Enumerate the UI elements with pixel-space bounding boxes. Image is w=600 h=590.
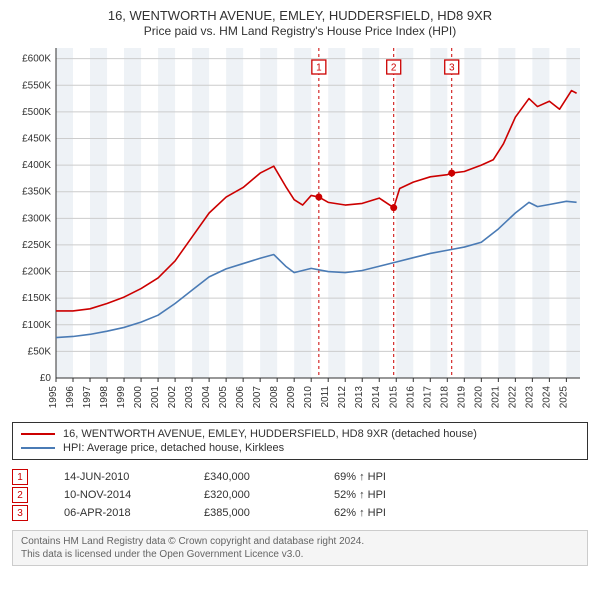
svg-text:2024: 2024 <box>541 386 552 409</box>
transaction-date: 10-NOV-2014 <box>64 489 204 501</box>
svg-text:£200K: £200K <box>22 267 51 278</box>
svg-text:3: 3 <box>449 63 455 74</box>
chart-area: £0 £50K £100K £150K £200K £250K £300K £350K £400… <box>12 44 588 414</box>
svg-text:2020: 2020 <box>473 386 484 409</box>
legend-row-property: 16, WENTWORTH AVENUE, EMLEY, HUDDERSFIEL… <box>21 427 579 441</box>
svg-text:2015: 2015 <box>388 386 399 409</box>
svg-text:£450K: £450K <box>22 133 51 144</box>
svg-text:2022: 2022 <box>507 386 518 409</box>
svg-text:2019: 2019 <box>456 386 467 409</box>
transaction-row: 3 06-APR-2018£385,00062% ↑ HPI <box>12 504 588 522</box>
svg-text:2003: 2003 <box>184 386 195 409</box>
transaction-delta: 69% ↑ HPI <box>334 471 444 483</box>
svg-text:2010: 2010 <box>303 386 314 409</box>
svg-text:1998: 1998 <box>99 386 110 409</box>
svg-text:2001: 2001 <box>150 386 161 409</box>
svg-text:£600K: £600K <box>22 54 51 65</box>
svg-text:1996: 1996 <box>65 386 76 409</box>
attribution-box: Contains HM Land Registry data © Crown c… <box>12 530 588 566</box>
svg-text:£400K: £400K <box>22 160 51 171</box>
chart-svg: £0 £50K £100K £150K £200K £250K £300K £350K £400… <box>12 44 588 414</box>
svg-text:£500K: £500K <box>22 107 51 118</box>
svg-text:£150K: £150K <box>22 293 51 304</box>
svg-text:2018: 2018 <box>439 386 450 409</box>
transaction-badge: 3 <box>12 505 28 521</box>
legend-box: 16, WENTWORTH AVENUE, EMLEY, HUDDERSFIEL… <box>12 422 588 460</box>
svg-text:2016: 2016 <box>405 386 416 409</box>
transactions-table: 1 14-JUN-2010£340,00069% ↑ HPI 2 10-NOV-201… <box>12 468 588 522</box>
svg-text:2025: 2025 <box>558 386 569 409</box>
legend-swatch-hpi <box>21 447 55 449</box>
chart-title-address: 16, WENTWORTH AVENUE, EMLEY, HUDDERSFIEL… <box>12 8 588 23</box>
svg-text:2013: 2013 <box>354 386 365 409</box>
transaction-row: 2 10-NOV-2014£320,00052% ↑ HPI <box>12 486 588 504</box>
transaction-delta: 52% ↑ HPI <box>334 489 444 501</box>
svg-text:£100K: £100K <box>22 320 51 331</box>
transaction-delta: 62% ↑ HPI <box>334 507 444 519</box>
svg-text:2000: 2000 <box>133 386 144 409</box>
transaction-badge: 1 <box>12 469 28 485</box>
svg-text:2002: 2002 <box>167 386 178 409</box>
svg-text:2: 2 <box>391 63 397 74</box>
svg-text:2007: 2007 <box>252 386 263 409</box>
attribution-line2: This data is licensed under the Open Gov… <box>21 548 579 561</box>
transaction-badge: 2 <box>12 487 28 503</box>
svg-text:£350K: £350K <box>22 187 51 198</box>
legend-label-property: 16, WENTWORTH AVENUE, EMLEY, HUDDERSFIEL… <box>63 428 477 440</box>
transaction-date: 06-APR-2018 <box>64 507 204 519</box>
transaction-price: £320,000 <box>204 489 334 501</box>
transaction-price: £340,000 <box>204 471 334 483</box>
attribution-line1: Contains HM Land Registry data © Crown c… <box>21 535 579 548</box>
svg-text:2011: 2011 <box>320 386 331 408</box>
svg-text:2008: 2008 <box>269 386 280 409</box>
svg-text:£50K: £50K <box>28 346 52 357</box>
svg-text:1: 1 <box>316 63 322 74</box>
svg-text:1995: 1995 <box>48 386 59 409</box>
legend-label-hpi: HPI: Average price, detached house, Kirk… <box>63 442 284 454</box>
transaction-date: 14-JUN-2010 <box>64 471 204 483</box>
svg-text:2005: 2005 <box>218 386 229 409</box>
svg-text:1999: 1999 <box>116 386 127 409</box>
svg-text:2023: 2023 <box>524 386 535 409</box>
svg-text:2009: 2009 <box>286 386 297 409</box>
svg-text:£300K: £300K <box>22 213 51 224</box>
svg-text:£250K: £250K <box>22 240 51 251</box>
svg-text:2004: 2004 <box>201 386 212 409</box>
svg-text:2021: 2021 <box>490 386 501 409</box>
svg-text:£0: £0 <box>40 373 52 384</box>
svg-text:2017: 2017 <box>422 386 433 409</box>
legend-swatch-property <box>21 433 55 435</box>
transaction-row: 1 14-JUN-2010£340,00069% ↑ HPI <box>12 468 588 486</box>
legend-row-hpi: HPI: Average price, detached house, Kirk… <box>21 441 579 455</box>
svg-text:2006: 2006 <box>235 386 246 409</box>
svg-text:2014: 2014 <box>371 386 382 409</box>
svg-text:1997: 1997 <box>82 386 93 409</box>
transaction-price: £385,000 <box>204 507 334 519</box>
svg-text:2012: 2012 <box>337 386 348 409</box>
chart-title-subtitle: Price paid vs. HM Land Registry's House … <box>12 24 588 38</box>
svg-text:£550K: £550K <box>22 80 51 91</box>
